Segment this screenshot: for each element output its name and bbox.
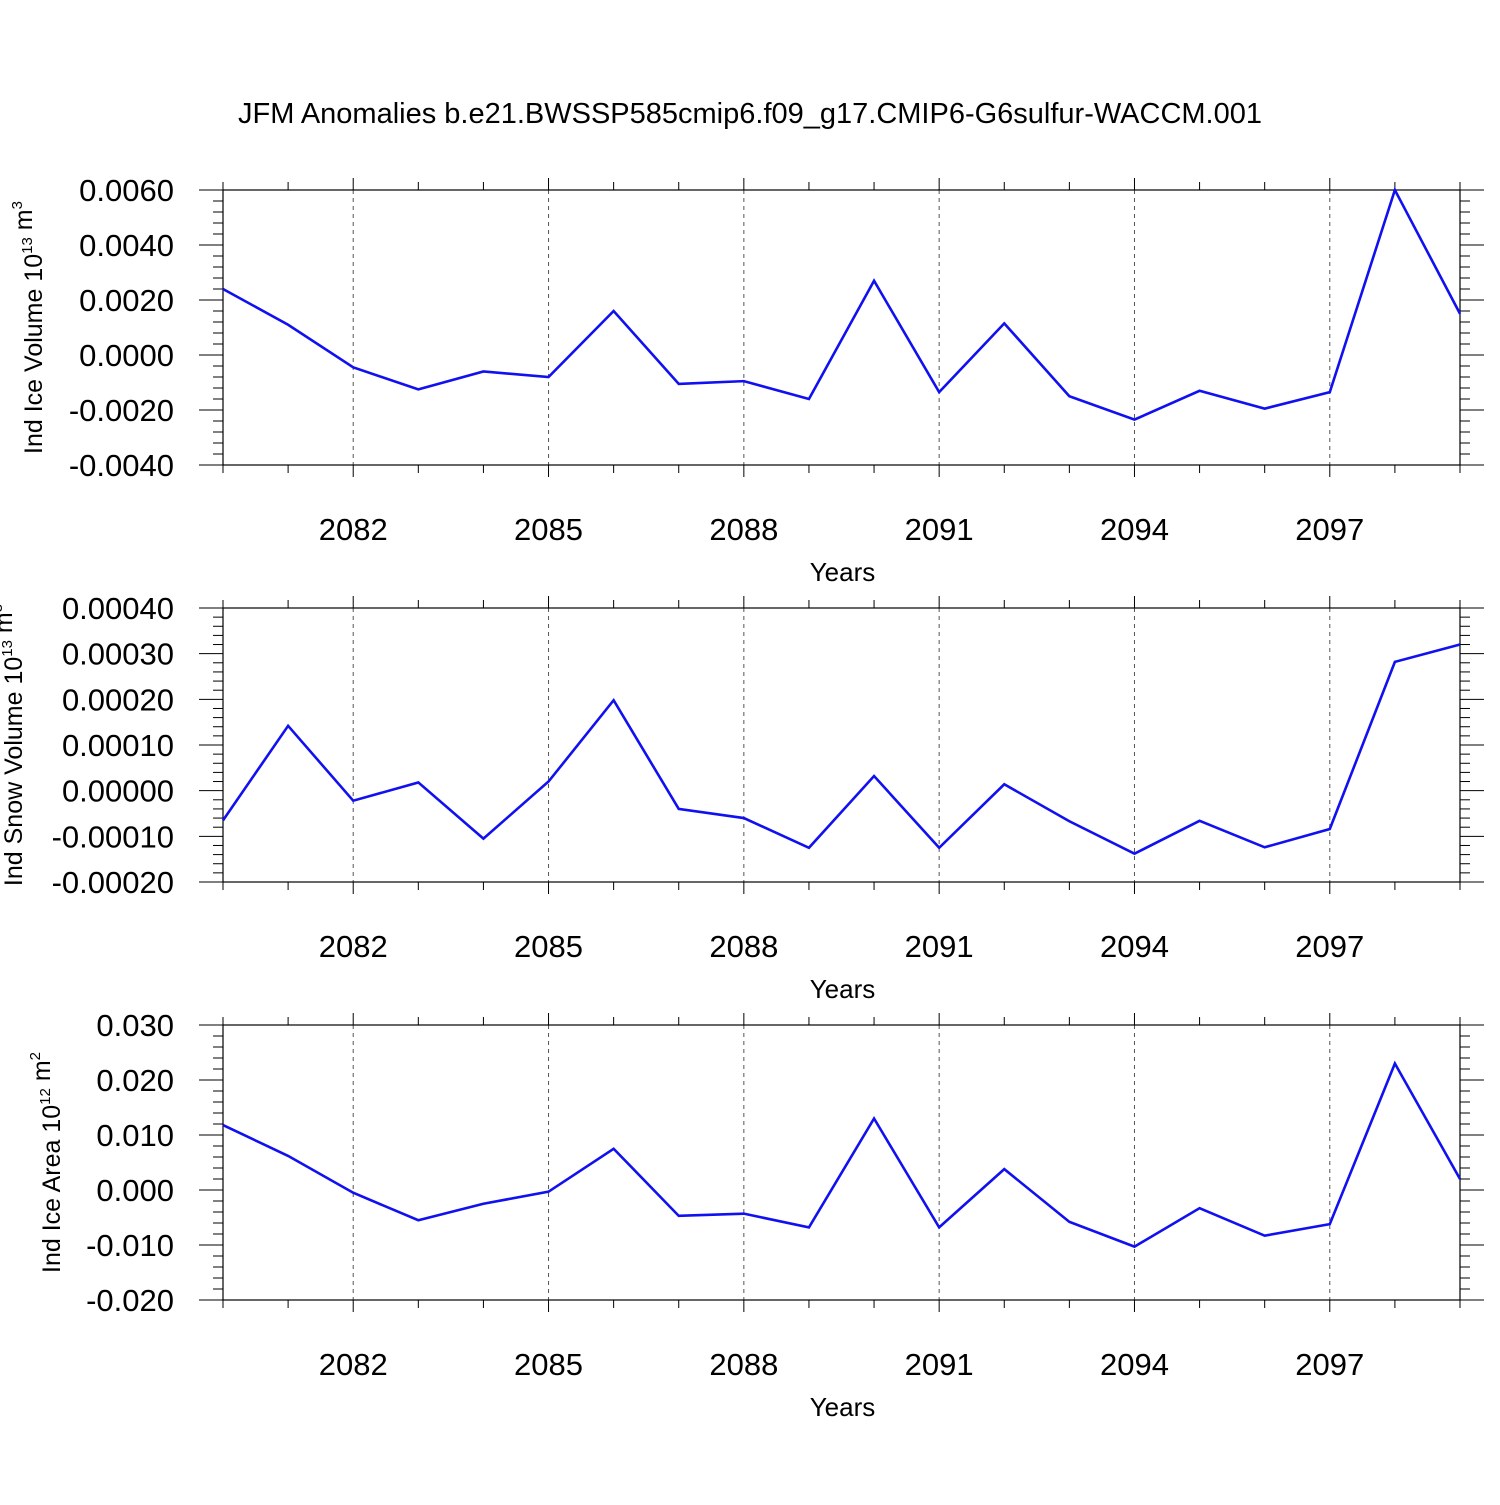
y-tick-label: 0.000: [96, 1173, 174, 1208]
y-tick-label: -0.0040: [69, 448, 174, 483]
plot-frame: [223, 1025, 1460, 1300]
x-axis-title: Years: [810, 1392, 876, 1422]
y-axis-title-text: Ind Ice Volume 10: [20, 254, 48, 454]
x-tick-label: 2085: [514, 929, 583, 964]
y-axis-title-exponent: 2: [27, 1052, 44, 1060]
y-tick-label: 0.030: [96, 1008, 174, 1043]
x-tick-label: 2085: [514, 512, 583, 547]
x-tick-label: 2091: [905, 929, 974, 964]
y-axis-title-exponent: 3: [9, 201, 26, 209]
y-tick-label: 0.020: [96, 1063, 174, 1098]
y-axis-title-exponent: 12: [37, 1088, 54, 1105]
y-axis-title-text: m: [10, 209, 38, 237]
y-axis-title: Ind Ice Area 1012 m2: [27, 1052, 66, 1273]
y-tick-label: -0.010: [86, 1228, 174, 1263]
x-tick-label: 2088: [709, 1347, 778, 1382]
series-line: [223, 645, 1460, 854]
y-axis-title-exponent: 13: [19, 237, 36, 254]
x-tick-label: 2091: [905, 1347, 974, 1382]
x-tick-label: 2097: [1295, 512, 1364, 547]
panel-3: 2082 2085 2088 2091 2094 2097 Years 0.030 0.020 0…: [27, 1008, 1484, 1422]
x-tick-label: 2082: [319, 512, 388, 547]
y-tick-label: 0.00040: [62, 591, 174, 626]
y-tick-label: 0.00020: [62, 682, 174, 717]
y-axis-title-exponent: 13: [0, 640, 16, 657]
x-tick-label: 2094: [1100, 1347, 1169, 1382]
y-axis-title: Ind Ice Volume 1013 m3: [9, 201, 48, 454]
y-tick-label: 0.00010: [62, 728, 174, 763]
y-tick-label: -0.00010: [52, 819, 174, 854]
x-axis-title: Years: [810, 557, 876, 587]
x-tick-label: 2082: [319, 929, 388, 964]
x-tick-label: 2094: [1100, 929, 1169, 964]
figure-title: JFM Anomalies b.e21.BWSSP585cmip6.f09_g1…: [0, 98, 1500, 131]
y-tick-label: 0.010: [96, 1118, 174, 1153]
plot-frame: [223, 190, 1460, 465]
series-line: [223, 1064, 1460, 1247]
panel-2: 2082 2085 2088 2091 2094 2097 Years 0.00040 0.00…: [0, 591, 1484, 1004]
y-tick-label: -0.00020: [52, 865, 174, 900]
y-axis-title-text: m: [0, 612, 18, 640]
x-axis-title: Years: [810, 974, 876, 1004]
x-tick-label: 2091: [905, 512, 974, 547]
x-tick-label: 2094: [1100, 512, 1169, 547]
y-tick-label: 0.0020: [79, 283, 174, 318]
y-tick-label: 0.00030: [62, 637, 174, 672]
x-tick-label: 2097: [1295, 1347, 1364, 1382]
x-tick-label: 2085: [514, 1347, 583, 1382]
y-tick-label: -0.0020: [69, 393, 174, 428]
y-tick-label: 0.0000: [79, 338, 174, 373]
y-axis-title-exponent: 3: [0, 604, 6, 612]
x-tick-label: 2097: [1295, 929, 1364, 964]
y-axis-title: Ind Snow Volume 1013 m3: [0, 604, 28, 886]
y-axis-title-text: Ind Ice Area 10: [38, 1105, 66, 1273]
x-tick-label: 2082: [319, 1347, 388, 1382]
y-tick-label: -0.020: [86, 1283, 174, 1318]
panel-1: 2082 2085 2088 2091 2094 2097 Years 0.0060 0.004…: [9, 173, 1484, 587]
y-axis-title-text: m: [28, 1060, 56, 1088]
plot-frame: [223, 608, 1460, 882]
series-line: [223, 190, 1460, 420]
y-tick-label: 0.00000: [62, 774, 174, 809]
x-tick-label: 2088: [709, 512, 778, 547]
x-tick-label: 2088: [709, 929, 778, 964]
y-tick-label: 0.0060: [79, 173, 174, 208]
y-axis-title-text: Ind Snow Volume 10: [0, 657, 28, 886]
y-tick-label: 0.0040: [79, 228, 174, 263]
